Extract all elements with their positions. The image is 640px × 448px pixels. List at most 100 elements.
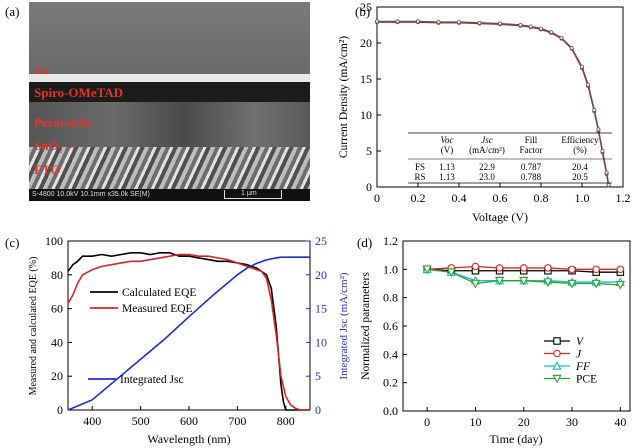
d-point: [495, 264, 504, 272]
panel-a-label: (a): [5, 4, 20, 19]
c-xtick-label: 700: [228, 414, 246, 428]
b-ytick-label: 10: [360, 108, 372, 122]
d-ytick-label: 1.0: [383, 262, 398, 276]
c-y2label-text: Integrated Jsc (mA/cm²): [338, 272, 350, 379]
b-frame: [376, 6, 624, 188]
d-xtick-label: 20: [518, 415, 530, 429]
d-xtick-label: 30: [566, 415, 578, 429]
d-legend-label: FF: [575, 361, 591, 373]
d-xtick-label: 10: [469, 415, 481, 429]
c-y2label: Integrated Jsc (mA/cm²): [338, 272, 350, 379]
panel-d-label: (d): [357, 235, 372, 250]
d-legend-label: V: [576, 336, 585, 348]
d-ytick-label: 0.0: [383, 404, 398, 418]
table-header-cell: Fill: [525, 135, 538, 145]
panel-b-label: (b): [355, 4, 370, 19]
table-cell: 1.13: [439, 172, 455, 182]
c-ytick-label: 100: [45, 234, 63, 248]
d-legend-marker: [552, 361, 562, 370]
b-point: [456, 20, 461, 25]
c-xtick-label: 400: [83, 414, 101, 428]
table-header-cell: (%): [573, 145, 587, 155]
sem-layer-perovskite: [29, 102, 310, 147]
d-ylabel: Normalized parameters: [360, 272, 372, 380]
table-header-cell: (mA/cm²): [469, 145, 505, 155]
b-point: [580, 64, 585, 69]
sem-label-sno2-text: SnO₂: [34, 138, 63, 153]
b-xtick-label: 0.2: [411, 191, 426, 205]
b-xtick-label: 0.8: [534, 191, 549, 205]
b-point: [395, 19, 400, 24]
b-point: [539, 26, 544, 31]
sem-layer-gold: [29, 2, 310, 74]
d-legend-marker: [553, 349, 561, 358]
b-xtick-label: 0.4: [452, 191, 467, 205]
table-cell: 0.787: [521, 162, 542, 172]
b-point: [559, 35, 564, 40]
b-point: [586, 82, 591, 87]
c-ytick-label: 60: [51, 302, 63, 316]
b-xtick-label: 0: [374, 191, 380, 205]
d-ytick-label: 0.8: [383, 291, 398, 305]
d-point: [591, 279, 601, 289]
b-point: [604, 170, 609, 175]
panel-c-label: (c): [5, 235, 19, 250]
c-ylabel: Measured and calculated EQE (%): [28, 257, 39, 396]
b-ylabel: Current Density (mA/cm²): [338, 36, 350, 158]
table-cell: 22.9: [479, 162, 495, 172]
c-series-line: [67, 253, 310, 411]
d-legend-marker: [553, 337, 561, 345]
b-ytick-label: 15: [360, 72, 372, 86]
c-legend-label: Calculated EQE: [122, 287, 196, 299]
c-y2tick-label: 20: [315, 268, 327, 282]
c-y2tick-label: 15: [315, 302, 327, 316]
c-legend-label: Measured EQE: [122, 303, 193, 315]
d-ytick-label: 0.4: [383, 347, 398, 361]
table-cell: 1.13: [439, 162, 455, 172]
d-legend-label: J: [576, 349, 582, 361]
c-xtick-label: 800: [277, 414, 295, 428]
b-xlabel: Voltage (V): [472, 210, 528, 224]
b-point: [592, 107, 597, 112]
table-header-cell: Voc: [441, 135, 454, 145]
d-point: [544, 264, 552, 272]
sem-label-perovskite: Perovskite: [34, 115, 93, 130]
table-header-cell: (V): [441, 145, 454, 155]
table-cell: 20.4: [572, 162, 588, 172]
b-point: [436, 20, 441, 25]
sem-layer-au-band: [29, 74, 310, 82]
d-ytick-label: 0.2: [383, 376, 398, 390]
c-series-line: [67, 252, 310, 411]
d-point: [568, 265, 576, 274]
sem-scale-bar: [224, 190, 282, 199]
c-ytick-label: 0: [57, 403, 63, 417]
sem-image: Au Spiro-OMeTAD Perovskite SnO₂ → FTO S-…: [29, 2, 310, 201]
table-cell: RS: [414, 172, 425, 182]
d-point: [543, 278, 553, 287]
b-point: [549, 30, 554, 35]
d-point: [446, 268, 456, 278]
b-point: [596, 127, 601, 132]
d-legend-label: PCE: [576, 374, 597, 386]
b-point: [477, 20, 482, 25]
c-y2tick-label: 25: [315, 234, 327, 248]
d-point: [567, 279, 577, 289]
d-point: [519, 276, 529, 286]
sem-layer-spiro: [29, 82, 310, 102]
table-header-cell: Jsc: [481, 135, 493, 145]
b-series-line-RS: [377, 20, 610, 185]
d-legend-marker: [552, 374, 562, 384]
b-ytick-label: 25: [360, 0, 372, 14]
d-xtick-label: 40: [614, 415, 626, 429]
c-ytick-label: 80: [51, 268, 63, 282]
d-point: [494, 276, 505, 286]
c-xlabel: Wavelength (nm): [147, 432, 230, 446]
c-y2tick-label: 0: [315, 403, 321, 417]
c-ytick-label: 20: [51, 369, 63, 383]
b-point: [569, 46, 574, 51]
d-point: [519, 264, 528, 272]
d-point: [592, 265, 600, 274]
b-point: [497, 21, 502, 26]
b-xtick-label: 0.6: [493, 191, 508, 205]
